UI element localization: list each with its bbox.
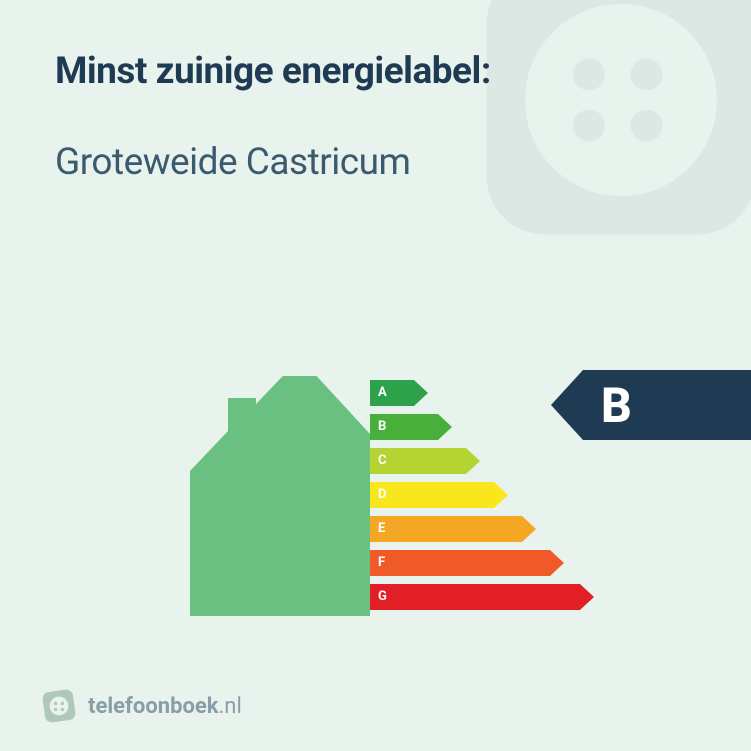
- footer-brand-bold: telefoonboek: [88, 694, 219, 719]
- bar-label: G: [378, 584, 387, 610]
- badge-arrow-tip: [551, 370, 583, 440]
- bar-arrow-tip: [580, 584, 594, 610]
- footer-brand-light: .nl: [219, 694, 242, 719]
- bar-arrow-tip: [522, 516, 536, 542]
- energy-label-chart: ABCDEFG B: [0, 350, 751, 650]
- bar-body: [370, 380, 414, 406]
- bar-label: D: [378, 482, 386, 508]
- badge-body: B: [583, 370, 751, 440]
- badge-letter: B: [601, 377, 632, 434]
- bar-arrow-tip: [438, 414, 452, 440]
- house-icon: [190, 376, 370, 620]
- bar-label: A: [378, 380, 387, 406]
- footer-brand: telefoonboek.nl: [42, 689, 242, 723]
- bar-label: E: [378, 516, 385, 542]
- bar-body: [370, 516, 522, 542]
- bar-body: [370, 482, 494, 508]
- selected-energy-badge: B: [551, 370, 751, 440]
- footer-logo-icon: [42, 689, 76, 723]
- bar-arrow-tip: [550, 550, 564, 576]
- footer-text: telefoonboek.nl: [88, 694, 242, 719]
- bar-label: C: [378, 448, 387, 474]
- bar-arrow-tip: [414, 380, 428, 406]
- bar-body: [370, 550, 550, 576]
- page-title: Minst zuinige energielabel:: [55, 50, 696, 93]
- location-subtitle: Groteweide Castricum: [55, 141, 696, 184]
- bar-label: B: [378, 414, 386, 440]
- bar-arrow-tip: [466, 448, 480, 474]
- bar-arrow-tip: [494, 482, 508, 508]
- bar-body: [370, 584, 580, 610]
- bar-label: F: [378, 550, 385, 576]
